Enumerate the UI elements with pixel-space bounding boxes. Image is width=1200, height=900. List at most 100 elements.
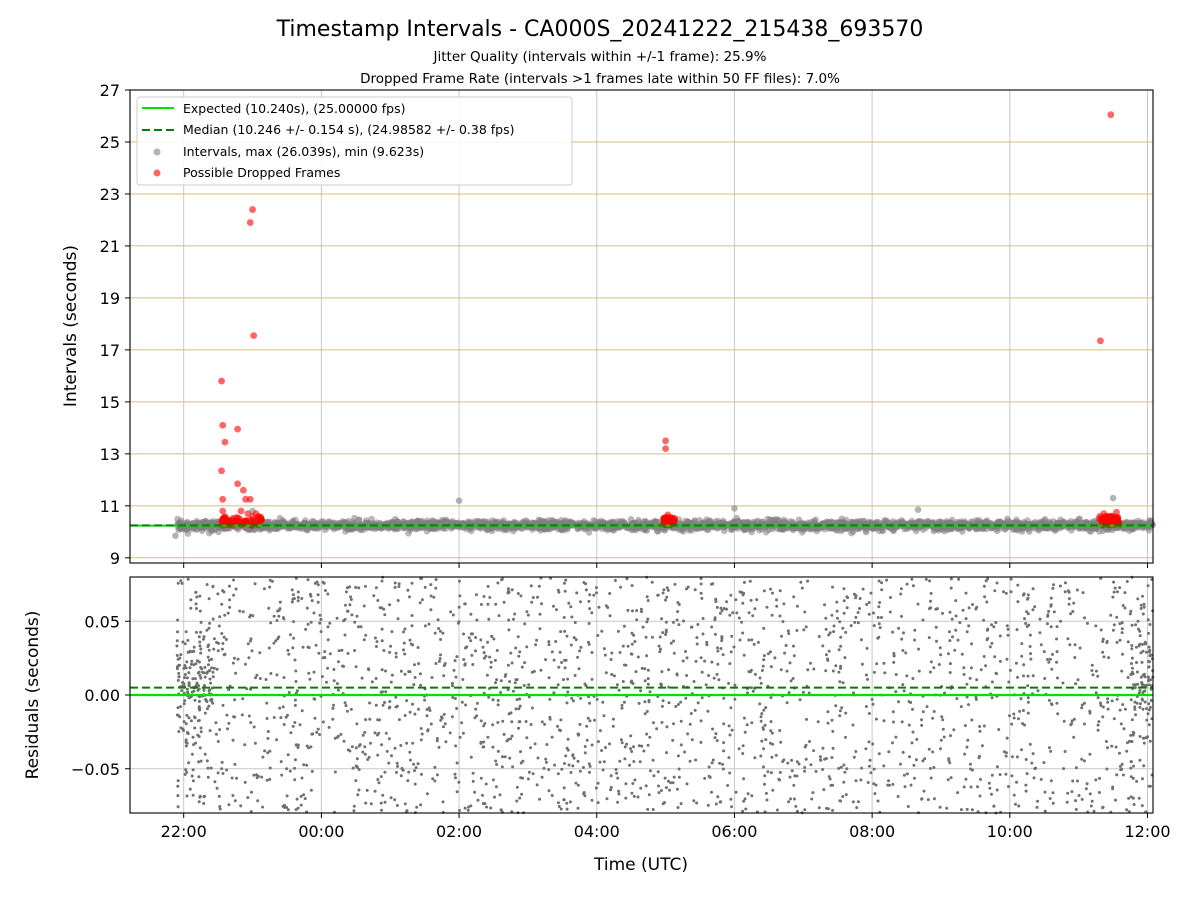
residual-point	[706, 709, 710, 713]
residual-point	[864, 747, 868, 751]
residual-point	[990, 773, 994, 777]
residual-point	[839, 664, 843, 668]
residual-point	[1035, 805, 1039, 809]
dropped-frame-point	[219, 507, 227, 515]
residual-point	[948, 610, 952, 614]
residual-point	[994, 671, 998, 675]
residual-point	[1136, 619, 1140, 623]
residual-point	[417, 662, 421, 666]
residual-point	[600, 749, 604, 752]
residual-point	[1071, 610, 1075, 613]
residual-point	[583, 745, 587, 748]
intervals-y-tick-label: 23	[100, 185, 120, 204]
residual-point	[1118, 751, 1121, 755]
residual-point	[1115, 773, 1119, 777]
residual-point	[788, 775, 792, 779]
residual-point	[1131, 776, 1135, 780]
residual-point	[1101, 705, 1105, 709]
residual-point	[193, 698, 197, 702]
residual-point	[742, 799, 746, 803]
residual-point	[636, 795, 640, 799]
interval-point	[442, 516, 450, 524]
residual-point	[571, 753, 575, 757]
residual-point	[536, 756, 540, 760]
residual-point	[1115, 697, 1119, 701]
residual-point	[437, 745, 441, 749]
residual-point	[877, 635, 881, 639]
residual-point	[631, 609, 634, 613]
residual-point	[410, 581, 414, 585]
residual-point	[1022, 663, 1026, 667]
residual-point	[457, 620, 461, 624]
residual-point	[643, 700, 647, 704]
residual-point	[802, 628, 806, 632]
residual-point	[356, 793, 360, 797]
residual-point	[689, 712, 693, 715]
residual-point	[488, 596, 492, 599]
residual-point	[564, 658, 568, 662]
intervals-y-tick-label: 11	[100, 497, 120, 516]
residual-point	[188, 787, 192, 791]
residual-point	[1105, 767, 1109, 771]
residual-point	[711, 727, 714, 731]
residual-point	[657, 791, 661, 795]
residual-point	[1142, 764, 1146, 768]
residual-point	[294, 680, 298, 683]
residual-point	[413, 769, 416, 773]
residual-point	[206, 766, 210, 770]
residual-point	[671, 781, 675, 785]
residual-point	[316, 593, 320, 597]
residual-point	[675, 673, 679, 677]
residual-point	[469, 639, 473, 643]
residual-point	[642, 749, 646, 753]
residual-point	[711, 582, 715, 586]
residual-point	[779, 668, 783, 672]
residual-point	[189, 719, 193, 723]
residual-point	[894, 690, 898, 694]
residual-point	[866, 677, 869, 681]
residual-point	[239, 804, 243, 808]
residual-point	[523, 661, 527, 665]
residual-point	[332, 703, 335, 707]
residual-point	[176, 630, 179, 634]
residual-point	[509, 737, 513, 741]
residual-point	[764, 791, 768, 795]
residual-point	[1046, 658, 1049, 661]
residual-point	[704, 683, 708, 687]
residual-point	[399, 744, 403, 747]
residual-point	[939, 747, 942, 751]
residual-point	[792, 595, 796, 599]
residual-point	[867, 601, 871, 604]
residual-point	[536, 595, 539, 599]
residual-point	[864, 673, 868, 677]
residual-point	[630, 631, 634, 635]
residual-point	[917, 669, 921, 673]
residual-point	[587, 642, 591, 646]
residual-point	[615, 771, 619, 775]
residual-point	[1091, 673, 1095, 677]
residual-point	[540, 602, 544, 606]
residual-point	[245, 687, 249, 691]
residual-point	[192, 743, 195, 747]
residual-point	[877, 579, 881, 583]
residual-point	[684, 696, 688, 700]
residual-point	[314, 643, 318, 647]
residual-point	[1126, 640, 1130, 644]
residual-point	[1050, 667, 1054, 671]
residual-point	[705, 643, 709, 647]
residual-point	[711, 758, 715, 762]
residual-point	[1119, 722, 1123, 726]
residual-point	[451, 613, 455, 617]
residual-point	[1021, 722, 1025, 726]
residual-point	[834, 664, 838, 668]
residual-point	[322, 581, 326, 585]
residual-point	[565, 634, 569, 638]
residual-point	[946, 652, 950, 656]
residual-point	[496, 581, 500, 585]
residual-point	[899, 592, 903, 596]
residual-point	[176, 657, 180, 661]
residual-point	[379, 801, 383, 805]
residual-point	[938, 805, 942, 809]
residual-point	[1004, 591, 1008, 595]
residual-point	[892, 651, 896, 655]
